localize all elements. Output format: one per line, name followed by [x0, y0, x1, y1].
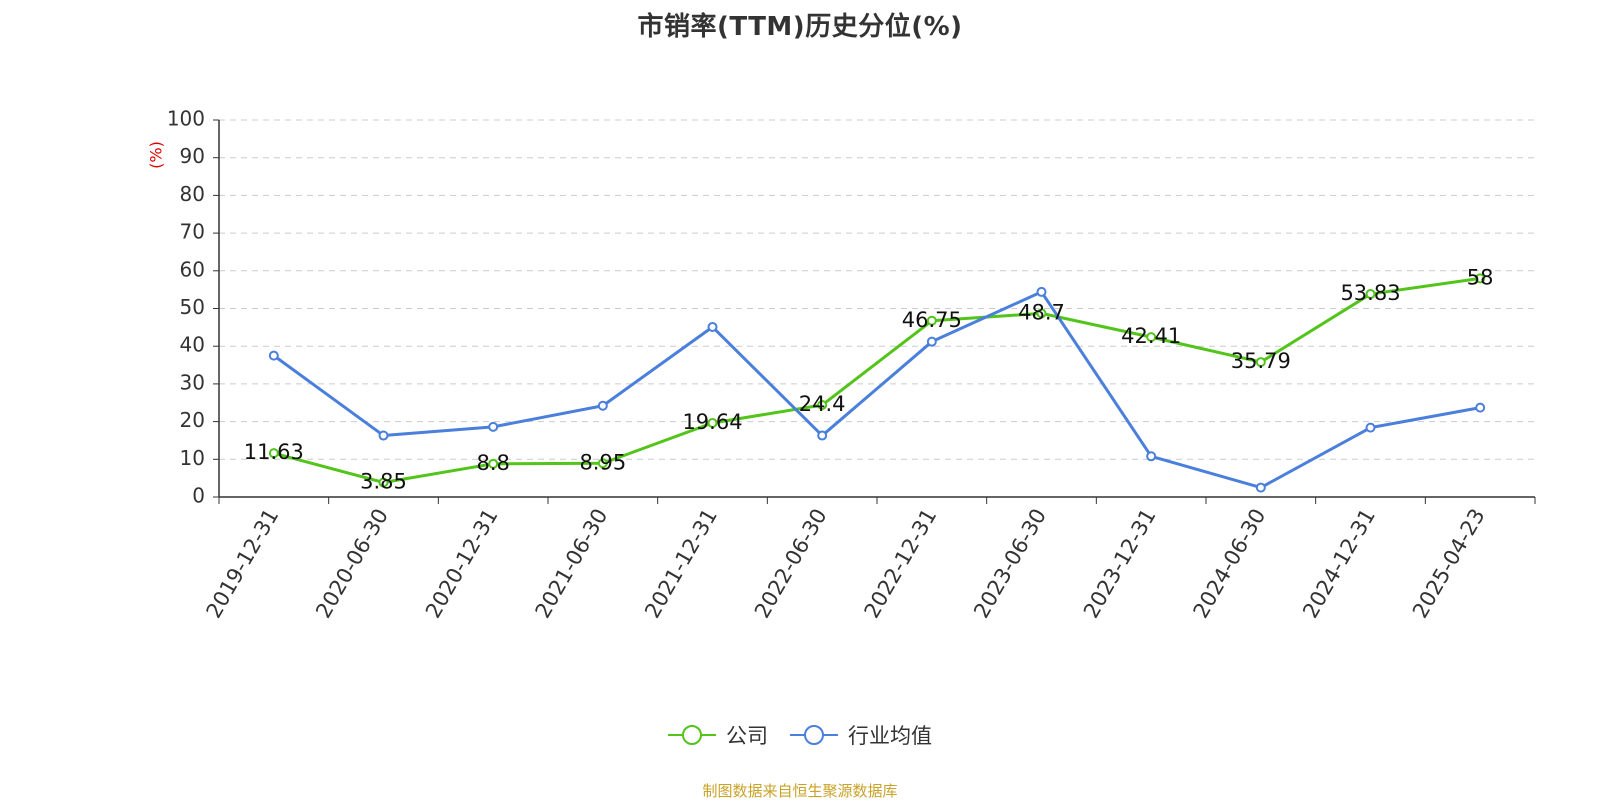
source-note: 制图数据来自恒生聚源数据库	[702, 782, 898, 800]
x-tick-label: 2023-06-30	[969, 505, 1051, 623]
data-point-company[interactable]	[1255, 357, 1266, 368]
data-point-industry[interactable]	[597, 400, 608, 411]
y-tick-label: 20	[180, 408, 205, 432]
x-tick-label: 2021-12-31	[640, 505, 722, 623]
y-axis-title: (%)	[147, 141, 166, 169]
data-point-industry[interactable]	[1036, 286, 1047, 297]
data-label: 58	[1467, 265, 1494, 289]
y-tick-label: 50	[180, 295, 205, 319]
chart-title: 市销率(TTM)历史分位(%)	[637, 12, 963, 42]
x-tick-label: 2020-06-30	[311, 505, 393, 623]
data-label: 3.85	[360, 469, 407, 493]
grid-lines	[219, 119, 1535, 460]
series-lines	[268, 273, 1486, 493]
data-point-company[interactable]	[488, 458, 499, 469]
x-tick-label: 2024-06-30	[1189, 505, 1271, 623]
y-tick-label: 30	[180, 370, 205, 394]
data-label: 46.75	[902, 308, 962, 332]
y-tick-label: 70	[180, 220, 205, 244]
data-point-industry[interactable]	[707, 321, 718, 332]
x-tick-label: 2022-06-30	[750, 505, 832, 623]
data-point-industry[interactable]	[268, 350, 279, 361]
x-tick-label: 2019-12-31	[202, 505, 284, 623]
legend-item-industry[interactable]: 行业均值	[790, 720, 932, 750]
data-label: 42.41	[1121, 324, 1181, 348]
y-tick-label: 100	[167, 107, 205, 131]
y-tick-label: 60	[180, 257, 205, 281]
x-tick-label: 2025-04-23	[1408, 505, 1490, 623]
data-point-company[interactable]	[1036, 308, 1047, 319]
data-point-company[interactable]	[1475, 273, 1486, 284]
data-point-industry[interactable]	[817, 430, 828, 441]
data-label: 35.79	[1231, 349, 1291, 373]
axes: 0 10 20 30 40 50 60 70 80 90 100(%) 2019-12-31 2020-…	[147, 107, 1536, 623]
data-point-company[interactable]	[1365, 289, 1376, 300]
series-line-industry	[272, 290, 1481, 490]
x-tick-label: 2022-12-31	[860, 505, 942, 623]
data-label: 8.8	[476, 451, 509, 475]
data-point-industry[interactable]	[488, 421, 499, 432]
data-point-company[interactable]	[926, 315, 937, 326]
legend-item-company[interactable]: 公司	[668, 720, 768, 750]
y-tick-label: 40	[180, 333, 205, 357]
x-tick-label: 2023-12-31	[1079, 505, 1161, 623]
legend: 公司 行业均值	[0, 720, 1600, 750]
legend-swatch-industry	[790, 725, 838, 745]
legend-label-company: 公司	[726, 724, 768, 748]
y-tick-label: 80	[180, 182, 205, 206]
data-label: 8.95	[579, 450, 626, 474]
data-label: 53.83	[1340, 281, 1400, 305]
data-label: 19.64	[682, 410, 742, 434]
y-tick-label: 10	[180, 446, 205, 470]
x-tick-label: 2024-12-31	[1298, 505, 1380, 623]
data-label: 24.4	[799, 392, 846, 416]
x-tick-label: 2020-12-31	[421, 505, 503, 623]
data-point-company[interactable]	[1146, 332, 1157, 343]
data-point-company[interactable]	[597, 458, 608, 469]
legend-swatch-company	[668, 725, 716, 745]
data-point-industry[interactable]	[1475, 402, 1486, 413]
data-point-industry[interactable]	[378, 430, 389, 441]
data-point-company[interactable]	[817, 400, 828, 411]
data-label: 48.7	[1018, 300, 1065, 324]
data-point-company[interactable]	[378, 477, 389, 488]
data-point-company[interactable]	[268, 448, 279, 459]
data-point-industry[interactable]	[1255, 482, 1266, 493]
legend-label-industry: 行业均值	[848, 724, 932, 748]
x-tick-label: 2021-06-30	[531, 505, 613, 623]
data-labels: 11.63 3.85 8.8 8.95 19.64 24.4 46.75 48.7 42.41 3…	[244, 265, 1494, 493]
data-point-industry[interactable]	[1365, 422, 1376, 433]
data-point-company[interactable]	[707, 417, 718, 428]
y-tick-label: 90	[180, 144, 205, 168]
y-tick-label: 0	[192, 484, 205, 508]
data-label: 11.63	[244, 440, 304, 464]
data-point-industry[interactable]	[1146, 451, 1157, 462]
series-line-company	[273, 276, 1481, 484]
data-point-industry[interactable]	[926, 336, 937, 347]
